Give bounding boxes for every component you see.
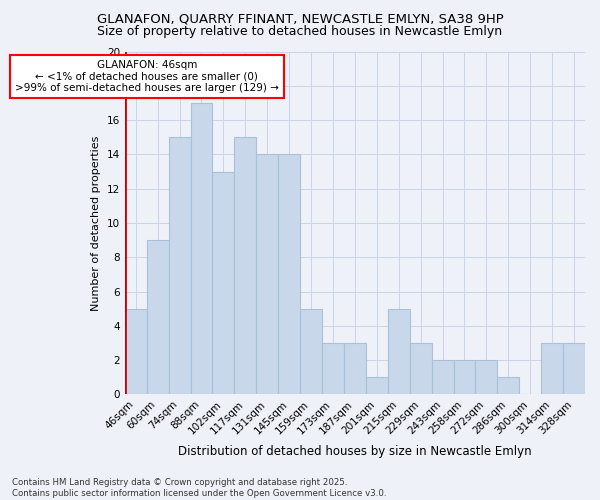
Bar	[410, 343, 431, 394]
Bar	[366, 378, 388, 394]
Bar	[497, 378, 519, 394]
Bar	[344, 343, 366, 394]
Bar	[322, 343, 344, 394]
Bar	[431, 360, 454, 394]
Bar	[169, 137, 191, 394]
Text: GLANAFON: 46sqm
← <1% of detached houses are smaller (0)
>99% of semi-detached h: GLANAFON: 46sqm ← <1% of detached houses…	[15, 60, 278, 94]
Bar	[454, 360, 475, 394]
Text: GLANAFON, QUARRY FFINANT, NEWCASTLE EMLYN, SA38 9HP: GLANAFON, QUARRY FFINANT, NEWCASTLE EMLY…	[97, 12, 503, 26]
Bar	[563, 343, 585, 394]
Text: Size of property relative to detached houses in Newcastle Emlyn: Size of property relative to detached ho…	[97, 25, 503, 38]
Bar	[147, 240, 169, 394]
Bar	[541, 343, 563, 394]
Y-axis label: Number of detached properties: Number of detached properties	[91, 136, 101, 310]
Bar	[256, 154, 278, 394]
Bar	[278, 154, 300, 394]
Bar	[235, 137, 256, 394]
Text: Contains HM Land Registry data © Crown copyright and database right 2025.
Contai: Contains HM Land Registry data © Crown c…	[12, 478, 386, 498]
Bar	[475, 360, 497, 394]
Bar	[212, 172, 235, 394]
Bar	[300, 308, 322, 394]
Bar	[388, 308, 410, 394]
Bar	[125, 308, 147, 394]
Bar	[191, 103, 212, 395]
X-axis label: Distribution of detached houses by size in Newcastle Emlyn: Distribution of detached houses by size …	[178, 444, 532, 458]
